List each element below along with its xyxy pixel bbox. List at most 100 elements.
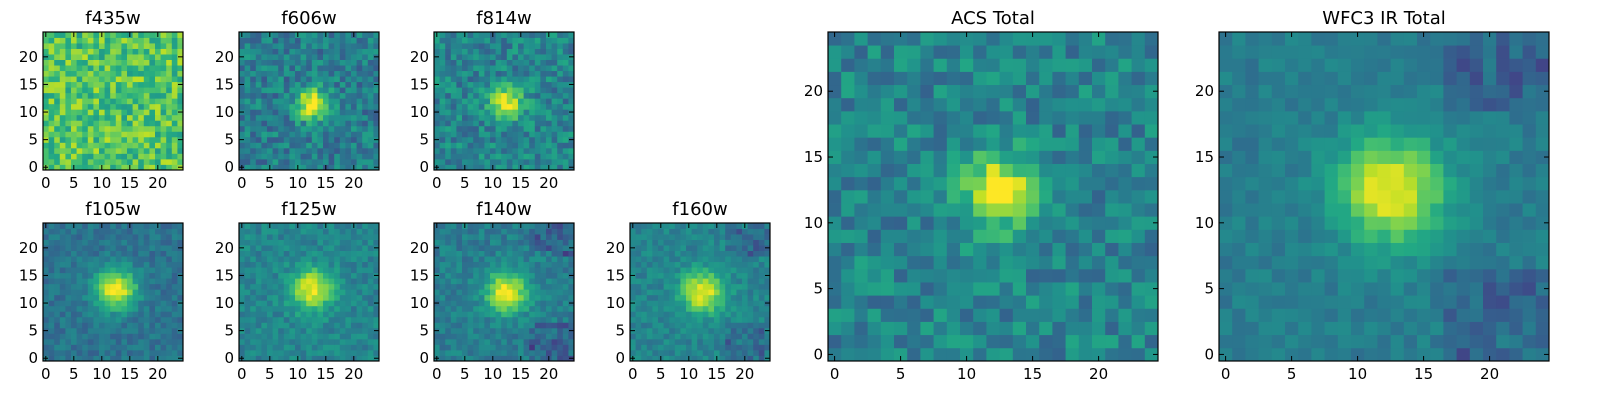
heatmap-cell: [59, 289, 66, 296]
heatmap-cell: [323, 59, 329, 66]
heatmap-cell: [546, 153, 552, 160]
heatmap-cell: [149, 355, 156, 362]
heatmap-cell: [635, 250, 642, 257]
heatmap-cell: [115, 344, 122, 351]
heatmap-cell: [373, 349, 380, 356]
heatmap-cell: [278, 54, 285, 60]
heatmap-cell: [110, 289, 117, 296]
heatmap-cell: [328, 338, 335, 345]
heatmap-cell: [1118, 203, 1132, 217]
heatmap-cell: [345, 147, 352, 154]
heatmap-cell: [501, 76, 508, 83]
heatmap-cell: [255, 333, 262, 340]
heatmap-cell: [512, 245, 519, 251]
heatmap-cell: [295, 114, 301, 121]
heatmap-cell: [138, 153, 145, 160]
heatmap-cell: [523, 48, 530, 55]
heatmap-cell: [99, 109, 105, 116]
heatmap-cell: [65, 239, 72, 246]
heatmap-cell: [501, 54, 508, 60]
heatmap-cell: [758, 267, 765, 274]
heatmap-cell: [641, 278, 648, 285]
heatmap-cell: [960, 255, 974, 270]
heatmap-cell: [367, 92, 374, 99]
heatmap-cell: [71, 250, 77, 257]
heatmap-cell: [255, 54, 262, 60]
heatmap-cell: [87, 333, 94, 340]
heatmap-cell: [439, 355, 446, 362]
heatmap-cell: [328, 289, 335, 296]
heatmap-cell: [278, 316, 285, 323]
heatmap-cell: [339, 300, 346, 307]
heatmap-cell: [467, 32, 474, 38]
heatmap-cell: [334, 256, 341, 263]
heatmap-cell: [562, 164, 569, 171]
heatmap-cell: [300, 272, 307, 279]
heatmap-cell: [373, 261, 380, 268]
heatmap-cell: [652, 311, 659, 318]
heatmap-cell: [110, 125, 117, 132]
heatmap-cell: [93, 114, 100, 121]
heatmap-cell: [702, 349, 709, 356]
heatmap-cell: [267, 294, 273, 301]
heatmap-cell: [132, 234, 139, 240]
heatmap-cell: [1092, 334, 1106, 349]
heatmap-cell: [160, 43, 167, 49]
heatmap-cell: [758, 278, 765, 285]
heatmap-cell: [306, 261, 313, 268]
heatmap-cell: [708, 239, 715, 246]
heatmap-cell: [373, 239, 380, 246]
heatmap-cell: [495, 131, 502, 138]
heatmap-cell: [960, 189, 974, 204]
heatmap-cell: [534, 261, 541, 268]
heatmap-cell: [82, 300, 89, 307]
heatmap-cell: [328, 311, 335, 318]
heatmap-cell: [1039, 295, 1053, 309]
heatmap-cell: [334, 76, 341, 83]
heatmap-cell: [880, 203, 895, 217]
heatmap-cell: [367, 142, 374, 149]
heatmap-cell: [450, 338, 457, 345]
heatmap-cell: [495, 109, 502, 116]
heatmap-cell: [283, 294, 290, 301]
heatmap-cell: [323, 272, 329, 279]
heatmap-cell: [356, 305, 363, 312]
heatmap-cell: [367, 109, 374, 116]
heatmap-cell: [87, 327, 94, 334]
heatmap-cell: [702, 234, 709, 240]
heatmap-cell: [635, 333, 642, 340]
heatmap-cell: [59, 355, 66, 362]
heatmap-cell: [473, 136, 480, 143]
heatmap-cell: [445, 92, 452, 99]
heatmap-cell: [529, 272, 536, 279]
heatmap-cell: [484, 136, 491, 143]
heatmap-cell: [160, 344, 167, 351]
heatmap-cell: [351, 81, 357, 88]
heatmap-cell: [702, 261, 709, 268]
heatmap-cell: [110, 70, 117, 77]
heatmap-cell: [736, 234, 743, 240]
heatmap-cell: [48, 98, 55, 105]
heatmap-cell: [99, 103, 105, 110]
heatmap-cell: [473, 59, 480, 66]
heatmap-cell: [138, 125, 145, 132]
heatmap-cell: [1065, 203, 1080, 217]
heatmap-cell: [867, 216, 882, 230]
heatmap-cell: [160, 311, 167, 318]
heatmap-cell: [93, 65, 100, 72]
heatmap-cell: [439, 153, 446, 160]
heatmap-cell: [289, 92, 296, 99]
heatmap-cell: [674, 355, 681, 362]
heatmap-cell: [512, 120, 519, 127]
heatmap-cell: [278, 131, 285, 138]
heatmap-cell: [345, 65, 352, 72]
heatmap-cell: [534, 333, 541, 340]
heatmap-cell: [250, 283, 257, 290]
heatmap-cell: [439, 300, 446, 307]
heatmap-cell: [43, 278, 49, 285]
heatmap-cell: [523, 333, 530, 340]
heatmap-cell: [138, 316, 145, 323]
heatmap-cell: [121, 311, 128, 318]
heatmap-cell: [434, 114, 440, 121]
